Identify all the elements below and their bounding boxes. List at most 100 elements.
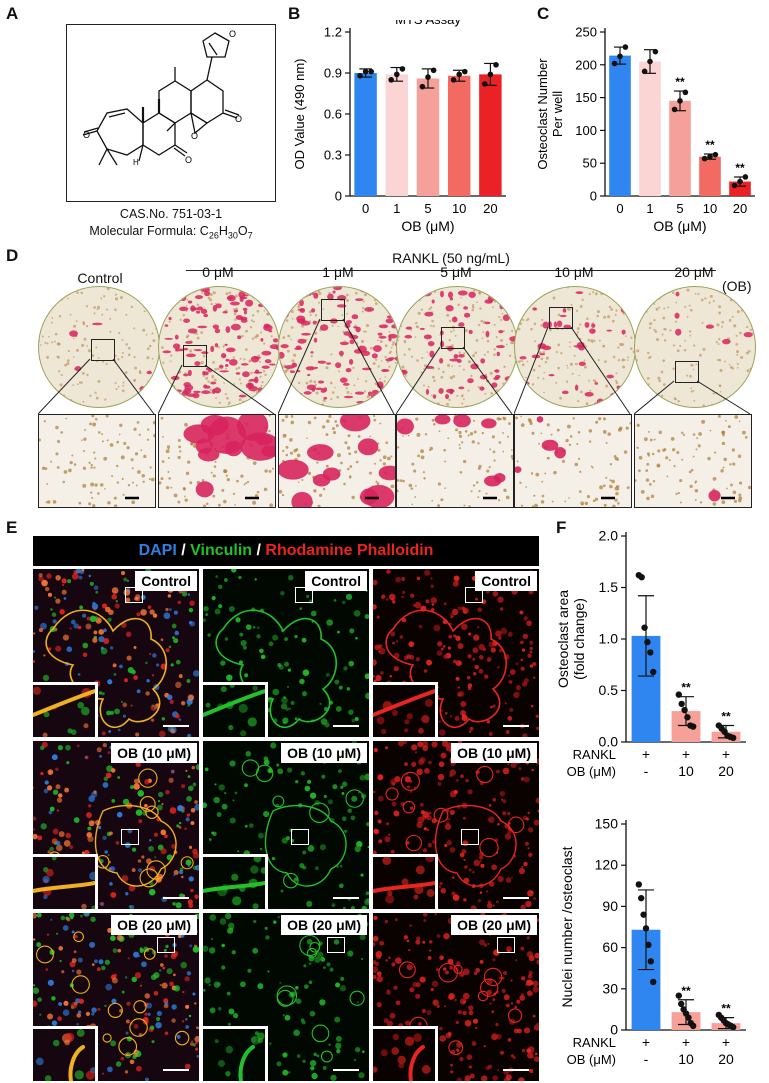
cell-dot [524, 841, 529, 846]
trap-zoom-texture [279, 415, 395, 507]
cell-dot [124, 678, 128, 683]
cell-dot [70, 1002, 78, 1009]
cell-dot [507, 716, 513, 721]
stained-osteoclast [197, 325, 208, 329]
cell-speck [168, 320, 171, 323]
cell-speck [354, 291, 358, 295]
cell-dot [304, 984, 309, 989]
cell-speck [602, 344, 606, 348]
cell-dot [528, 852, 533, 858]
cell-dot [528, 970, 533, 976]
panel-letter-c: C [537, 4, 550, 23]
stained-osteoclast [339, 377, 348, 383]
cell-speck [354, 324, 357, 327]
cell-dot [168, 777, 174, 783]
cell-dot [114, 603, 120, 609]
cell-speck [97, 379, 101, 383]
cell-speck [190, 442, 194, 446]
stained-osteoclast [463, 312, 471, 318]
cell-dot [103, 628, 107, 633]
cell-dot [47, 979, 54, 986]
cell-speck [225, 367, 228, 370]
cell-speck [502, 416, 505, 419]
cell-speck [689, 374, 692, 378]
cell-speck [200, 331, 204, 335]
cell-speck [569, 435, 573, 438]
cell-dot [77, 673, 81, 676]
stained-osteoclast [203, 371, 209, 376]
cell-dot [446, 839, 452, 846]
cell-dot [472, 657, 476, 661]
cell-dot [99, 755, 102, 758]
significance-mark: ** [721, 710, 731, 724]
if-row-label: Control [135, 571, 197, 591]
cell-dot [51, 612, 57, 617]
cell-speck [458, 351, 461, 354]
cell-dot [56, 932, 59, 935]
trap-rankl-line [186, 270, 716, 271]
stained-osteoclast [284, 365, 295, 369]
cell-speck [630, 336, 633, 339]
stained-osteoclast [502, 314, 510, 322]
cell-speck [738, 481, 743, 485]
cell-dot [337, 630, 340, 634]
cell-dot [329, 967, 334, 972]
cell-dot [69, 845, 74, 849]
cell-dot [426, 1009, 432, 1015]
inset-cell [81, 706, 90, 716]
cell-dot [347, 808, 352, 813]
cell-dot [256, 626, 260, 630]
cell-speck [478, 464, 482, 468]
cell-speck [597, 358, 600, 362]
cell-speck [159, 354, 161, 357]
cell-dot [284, 1014, 291, 1021]
stained-osteoclast [498, 329, 504, 334]
cell-speck [314, 383, 317, 386]
cell-speck [402, 479, 405, 483]
cell-speck [81, 371, 85, 375]
small-osteoclast-ring [476, 765, 494, 784]
cell-speck [629, 347, 633, 350]
cell-dot [308, 980, 313, 984]
cell-speck [663, 307, 666, 310]
cell-speck [146, 347, 150, 351]
if-inset-texture [203, 857, 265, 909]
cell-speck [638, 469, 641, 473]
cell-speck [538, 442, 540, 445]
cell-speck [611, 319, 615, 323]
cell-dot [231, 569, 237, 573]
cell-dot [453, 789, 458, 795]
chart-mts-assay: 00.30.60.91.20151020MTS AssayOB (μM)OD V… [292, 20, 506, 234]
cell-dot [373, 828, 379, 834]
cell-speck [245, 482, 248, 485]
y-tick-label: 250 [575, 25, 597, 40]
cell-dot [307, 779, 312, 784]
cell-dot [460, 710, 467, 716]
stained-osteoclast [494, 369, 500, 373]
rankl-sign: + [722, 746, 730, 762]
stained-osteoclast [212, 304, 218, 312]
ob-dose-label: - [644, 763, 649, 779]
cell-speck [100, 297, 103, 300]
inset-cell [252, 903, 259, 909]
cell-dot [422, 940, 426, 944]
cell-speck [124, 371, 128, 374]
cell-dot [533, 1056, 539, 1063]
cell-dot [136, 612, 141, 617]
osteoclast-outline [264, 804, 347, 887]
cell-speck [200, 360, 204, 365]
cell-dot [373, 974, 377, 980]
cell-dot [306, 900, 313, 907]
cell-speck [627, 356, 630, 359]
cell-speck [648, 430, 650, 433]
cell-speck [609, 479, 612, 482]
cell-speck [397, 335, 400, 339]
cell-dot [240, 639, 247, 647]
cell-speck [660, 394, 664, 398]
cell-speck [130, 305, 134, 309]
y-tick-label: 0.3 [324, 148, 342, 163]
inset-cell [397, 1055, 406, 1065]
cell-dot [192, 1043, 197, 1047]
trap-ob-tag: (OB) [722, 278, 752, 294]
cell-speck [414, 496, 417, 498]
